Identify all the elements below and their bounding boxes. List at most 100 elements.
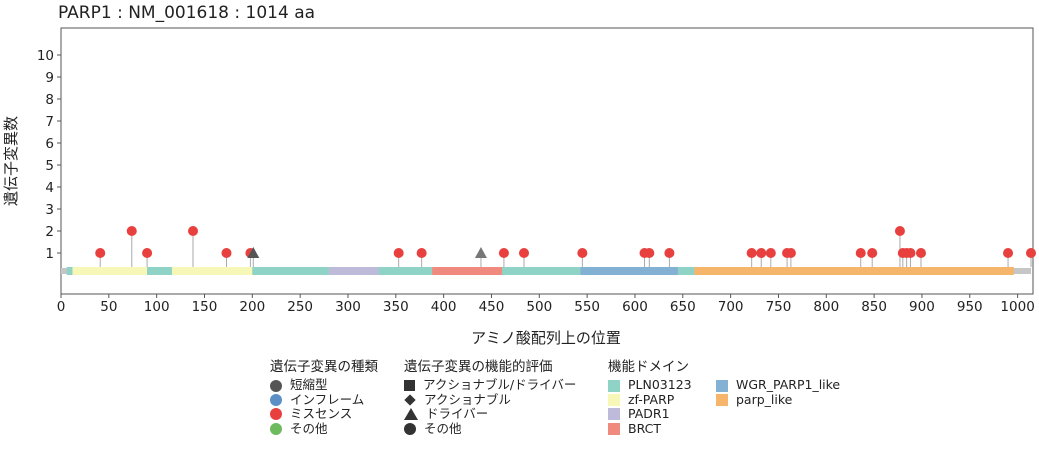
legend-item: その他: [404, 420, 576, 436]
domain-segment: [171, 267, 253, 275]
x-tick-label: 0: [57, 299, 66, 315]
plot-panel: [60, 27, 1034, 295]
domain-segment: [66, 267, 73, 275]
y-tick-label: 10: [37, 48, 54, 64]
x-tick-label: 450: [479, 299, 505, 315]
domain-segment: [580, 267, 679, 275]
legend-swatch-parp-like: [716, 393, 728, 406]
x-tick-label: 150: [192, 299, 218, 315]
domain-segment: [432, 267, 502, 275]
legend-label: BRCT: [628, 420, 662, 436]
legend-label: その他: [424, 420, 462, 436]
x-tick-label: 650: [670, 299, 696, 315]
domain-segment: [678, 267, 695, 275]
x-tick-label: 350: [383, 299, 409, 315]
x-tick-label: 800: [813, 299, 839, 315]
legend-swatch-truncating: [270, 379, 282, 392]
y-tick-label: 5: [45, 158, 54, 174]
mutation-point: [915, 248, 926, 258]
y-tick-label: 3: [45, 202, 54, 218]
mutation-point: [785, 248, 796, 258]
y-tick-label: 9: [45, 70, 54, 86]
x-tick-label: 700: [718, 299, 744, 315]
legend-swatch-inframe: [270, 393, 282, 406]
y-tick-label: 6: [45, 136, 54, 152]
legend-item: その他: [270, 420, 378, 436]
legend-swatch-brct: [608, 422, 620, 435]
circle-icon: [404, 422, 416, 435]
x-tick-label: 300: [335, 299, 361, 315]
legend-label: アクショナブル/ドライバー: [423, 377, 577, 393]
mutation-point: [393, 248, 404, 258]
mutation-point: [474, 247, 487, 258]
legend-item: BRCT: [608, 420, 716, 436]
legend-mutation-type-title: 遺伝子変異の種類: [270, 359, 378, 375]
mutation-point: [95, 248, 106, 258]
domain-segment: [72, 267, 148, 275]
legend-item: parp_like: [716, 391, 840, 407]
domain-segment: [378, 267, 433, 275]
domain-segment: [501, 267, 581, 275]
legend-item: PADR1: [608, 406, 716, 422]
legend-label: zf-PARP: [628, 391, 675, 407]
mutation-point: [894, 226, 905, 236]
mutation-point: [644, 248, 655, 258]
x-tick-label: 600: [622, 299, 648, 315]
square-icon: [404, 380, 415, 392]
legend-swatch-padr1: [608, 408, 620, 421]
mutation-point: [247, 247, 260, 258]
y-tick-label: 4: [45, 180, 54, 196]
mutation-point: [756, 248, 767, 258]
legend-swatch-other-type: [270, 422, 282, 435]
x-tick-label: 900: [909, 299, 935, 315]
x-tick-label: 950: [957, 299, 983, 315]
x-tick-label: 550: [574, 299, 600, 315]
y-tick-label: 1: [45, 246, 54, 262]
x-tick-label: 750: [766, 299, 792, 315]
legend-item: インフレーム: [270, 392, 378, 407]
legend-item: 短縮型: [270, 377, 378, 393]
legend-item: アクショナブル/ドライバー: [404, 377, 577, 393]
legend-label: parp_like: [736, 391, 793, 407]
x-tick-label: 250: [287, 299, 313, 315]
legend-mutation-type: 遺伝子変異の種類 短縮型 インフレーム ミスセンス その他: [270, 360, 378, 436]
domain-segment: [147, 267, 172, 275]
domain-segment: [328, 267, 379, 275]
mutation-point: [664, 248, 675, 258]
legend-item: アクショナブル: [404, 391, 576, 407]
mutation-point: [498, 248, 509, 258]
x-axis-label: アミノ酸配列上の位置: [471, 329, 621, 347]
legend-item: zf-PARP: [608, 391, 716, 407]
x-tick-label: 850: [861, 299, 887, 315]
legend-label: その他: [290, 420, 328, 436]
legend-label: PLN03123: [628, 377, 692, 393]
legend-domains-title: 機能ドメイン: [608, 359, 689, 375]
legend-item: ミスセンス: [270, 406, 378, 422]
x-tick-label: 100: [144, 299, 170, 315]
mutation-point: [518, 248, 529, 258]
legend-functional-evaluation: 遺伝子変異の機能的評価 アクショナブル/ドライバー アクショナブル ドライバー …: [404, 360, 576, 436]
mutation-point: [765, 248, 776, 258]
mutation-point: [126, 226, 137, 236]
legend-swatch-missense: [270, 408, 282, 421]
legend-evaluation-title: 遺伝子変異の機能的評価: [404, 359, 553, 375]
y-axis-label: 遺伝子変異数: [2, 116, 20, 206]
legend-item: ドライバー: [404, 406, 576, 421]
legend-label: ミスセンス: [290, 406, 353, 422]
legend-label: 短縮型: [290, 377, 328, 393]
legend-label: PADR1: [628, 406, 670, 422]
mutation-point: [142, 248, 153, 258]
mutation-point: [1026, 248, 1036, 258]
legend-label: アクショナブル: [424, 391, 511, 407]
legend-swatch-pln03123: [608, 379, 620, 392]
mutation-point: [855, 248, 866, 258]
mutation-point: [416, 248, 427, 258]
y-tick-label: 8: [45, 92, 54, 108]
x-tick-label: 500: [526, 299, 552, 315]
x-tick-label: 200: [239, 299, 265, 315]
triangle-icon: [404, 408, 418, 421]
legend-label: WGR_PARP1_like: [736, 377, 841, 393]
mutation-point: [746, 248, 757, 258]
x-tick-label: 50: [100, 299, 117, 315]
